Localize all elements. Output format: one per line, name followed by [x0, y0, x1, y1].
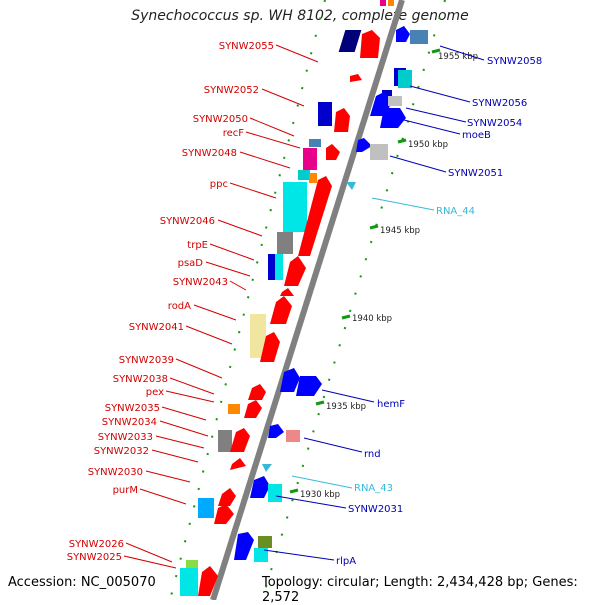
gene-label: rlpA [336, 556, 356, 567]
gene-arrow [270, 296, 292, 324]
left-leader-lines [123, 44, 319, 569]
gene-label: purM [113, 485, 138, 496]
gene-label: SYNW2054 [467, 118, 522, 129]
gene-arrow [334, 108, 350, 132]
gene-arrow [198, 566, 218, 596]
gene-label: SYNW2031 [348, 504, 403, 515]
gene-label: psaD [178, 258, 204, 269]
gene-label: pex [146, 387, 164, 398]
outer-right-track [261, 0, 446, 600]
gene-arrow [244, 400, 262, 418]
gene-label: SYNW2030 [88, 467, 143, 478]
gene-label: moeB [462, 130, 491, 141]
gene-arrow [360, 30, 380, 58]
gene-arrow [260, 332, 280, 362]
gene-label: SYNW2056 [472, 98, 527, 109]
gene-arrow [296, 376, 322, 396]
gene-label: SYNW2055 [219, 41, 274, 52]
scale-ticks [289, 48, 441, 494]
gene-label: SYNW2025 [67, 552, 122, 563]
gene-arrow [230, 458, 246, 470]
map-title: Synechococcus sp. WH 8102, complete geno… [131, 8, 469, 24]
gene-label: SYNW2050 [193, 114, 248, 125]
tick-label: 1950 kbp [408, 140, 448, 150]
gene-arrow [356, 138, 372, 152]
gene-label: SYNW2035 [105, 403, 160, 414]
gene-arrow [234, 532, 254, 560]
gene-label: hemF [377, 399, 405, 410]
gene-label: ppc [210, 179, 228, 190]
gene-label: SYNW2039 [119, 355, 174, 366]
gene-arrow [214, 504, 234, 524]
rna-leader-lines [291, 197, 435, 489]
gene-label: trpE [187, 240, 208, 251]
gene-arrow [380, 108, 406, 128]
gene-label: SYNW2051 [448, 168, 503, 179]
gene-label: SYNW2033 [98, 432, 153, 443]
gene-arrow [262, 464, 272, 472]
gene-arrow [250, 476, 270, 498]
gene-arrow [396, 26, 410, 42]
gene-label: SYNW2032 [94, 446, 149, 457]
gene-label: rodA [168, 301, 191, 312]
tick-label: 1935 kbp [326, 402, 366, 412]
gene-label: recF [223, 128, 245, 139]
tick-label: 1955 kbp [438, 52, 478, 62]
gene-arrow [298, 176, 332, 256]
gene-arrow [346, 182, 356, 190]
gene-label: SYNW2052 [204, 85, 259, 96]
gene-label: SYNW2038 [113, 374, 168, 385]
tick-label: 1940 kbp [352, 314, 392, 324]
rna-label: RNA_44 [436, 206, 475, 217]
gene-label: SYNW2034 [102, 417, 157, 428]
gene-arrow [268, 424, 284, 438]
tick-label: 1930 kbp [300, 490, 340, 500]
gene-arrow [284, 256, 306, 286]
gene-label: SYNW2041 [129, 322, 184, 333]
gene-arrow [218, 488, 236, 506]
gene-arrow [280, 368, 300, 392]
gene-label: SYNW2048 [182, 148, 237, 159]
gene-arrow [280, 288, 294, 296]
gene-arrow [230, 428, 250, 452]
gene-arrow [326, 144, 340, 160]
gene-arrow [350, 74, 362, 82]
gene-label: SYNW2043 [173, 277, 228, 288]
rna-label: RNA_43 [354, 483, 393, 494]
gene-label: SYNW2058 [487, 56, 542, 67]
forward-gene-features [180, 30, 380, 596]
tick-label: 1945 kbp [380, 226, 420, 236]
topology-text: Topology: circular; Length: 2,434,428 bp… [262, 575, 578, 605]
gene-label: SYNW2046 [160, 216, 215, 227]
reverse-gene-features [234, 0, 428, 562]
gene-label: SYNW2026 [69, 539, 124, 550]
gene-arrow [248, 384, 266, 400]
gene-label: rnd [364, 449, 381, 460]
genome-backbone [210, 0, 405, 600]
right-leader-lines [263, 45, 485, 561]
accession-text: Accession: NC_005070 [8, 575, 156, 590]
